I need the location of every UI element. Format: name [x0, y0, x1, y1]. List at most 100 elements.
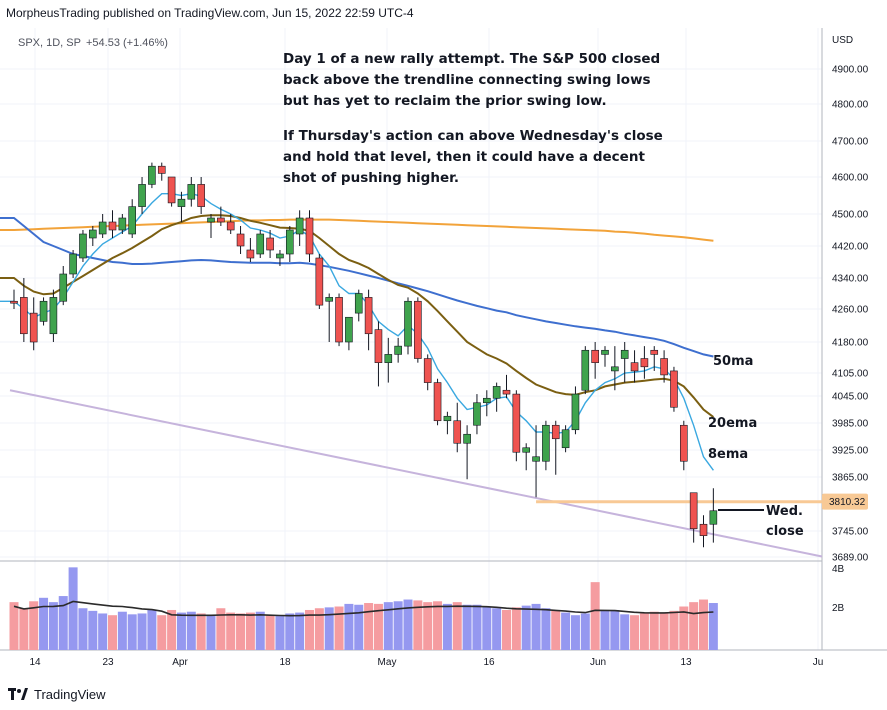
volume-bar [669, 610, 679, 650]
candle [295, 210, 304, 246]
volume-bar [295, 612, 305, 650]
volume-bar [78, 608, 88, 650]
publish-header: MorpheusTrading published on TradingView… [6, 6, 414, 20]
volume-bar [442, 603, 452, 650]
volume-bar [167, 609, 177, 650]
ma50-line [0, 217, 714, 358]
time-tick-label: 13 [680, 657, 692, 668]
volume-bar [176, 612, 186, 650]
candle [79, 230, 87, 262]
candle [89, 226, 97, 246]
volume-bar [630, 615, 640, 650]
time-tick-label: 16 [483, 657, 495, 668]
candle [345, 316, 353, 351]
price-tick-label: 4260.00 [832, 305, 869, 316]
volume-bar [39, 597, 49, 650]
candle [522, 443, 531, 471]
candle [246, 238, 255, 262]
candle [39, 297, 48, 326]
volume-bar [452, 602, 462, 650]
candle [226, 214, 235, 234]
currency-label: USD [832, 35, 853, 46]
volume-bar [137, 613, 147, 650]
candle [630, 350, 639, 383]
candle [492, 382, 501, 412]
candle [354, 289, 363, 322]
volume-bar [68, 567, 78, 650]
price-tick-label: 4180.00 [832, 338, 869, 349]
volume-bar [226, 612, 236, 650]
volume-bar [216, 608, 226, 650]
candle [10, 289, 18, 309]
time-tick-label: Ju [813, 657, 824, 668]
candle [364, 289, 373, 351]
last-price-marker: 3810.32 [822, 493, 868, 510]
candle [660, 350, 668, 383]
volume-bar [127, 614, 137, 650]
label-close: close [766, 524, 804, 539]
annotation-line: but has yet to reclaim the prior swing l… [283, 93, 607, 109]
change-legend: +54.53 (+1.46%) [86, 37, 168, 49]
time-axis-ticks: 14 23 Apr 18 May 16 Jun 13 Ju [29, 657, 823, 668]
candle [709, 488, 718, 543]
price-tick-label: 4700.00 [832, 137, 869, 148]
price-tick-label: 4045.00 [832, 392, 869, 403]
candle [640, 346, 649, 379]
annotation-text: Day 1 of a new rally attempt. The S&P 50… [283, 51, 663, 186]
candle [581, 346, 590, 395]
candle [177, 191, 186, 222]
volume-bar [580, 613, 590, 650]
candle [285, 226, 294, 262]
price-tick-label: 3985.00 [832, 419, 869, 430]
candle [49, 289, 58, 342]
candle [423, 354, 432, 391]
candle [473, 394, 481, 435]
volume-axis-ticks: 4B 2B [832, 564, 845, 614]
volume-bar [502, 609, 511, 650]
candle [453, 402, 462, 453]
time-tick-label: 14 [29, 657, 41, 668]
candle [29, 297, 38, 351]
candle [128, 199, 136, 238]
candle [236, 226, 245, 254]
volume-bar [383, 602, 393, 650]
volume-bar [659, 612, 669, 650]
volume-bar [511, 607, 521, 650]
price-tick-label: 4500.00 [832, 210, 869, 221]
volume-bar [403, 599, 413, 650]
candle [207, 214, 215, 238]
candle [157, 162, 166, 181]
volume-bar [108, 615, 117, 650]
label-wed: Wed. [766, 504, 803, 519]
candle [59, 266, 68, 306]
ema20-line [0, 214, 715, 418]
candle [394, 337, 402, 363]
candle [670, 366, 678, 412]
volume-bar [373, 603, 383, 650]
volume-bar [285, 613, 295, 650]
tradingview-brand: TradingView [34, 686, 106, 702]
candle [197, 177, 205, 214]
candle [443, 411, 452, 435]
annotation-line: shot of pushing higher. [283, 170, 459, 186]
volume-bar [305, 609, 314, 650]
volume-bar [472, 604, 482, 650]
volume-bar [334, 606, 344, 650]
candle [276, 250, 284, 266]
tradingview-footer[interactable]: TradingView [8, 684, 106, 704]
volume-bar [236, 613, 246, 650]
candle [266, 230, 274, 258]
volume-bar [255, 611, 265, 650]
volume-bar [98, 613, 108, 650]
price-tick-label: 3925.00 [832, 446, 869, 457]
candle [542, 420, 550, 471]
label-50ma: 50ma [713, 354, 753, 369]
time-tick-label: Apr [172, 657, 188, 668]
time-tick-label: May [378, 657, 397, 668]
annotation-line: Day 1 of a new rally attempt. The S&P 50… [283, 51, 660, 67]
price-axis-ticks: 4900.00 4800.00 4700.00 4600.00 4500.00 4420.… [832, 65, 869, 564]
volume-bar [492, 608, 502, 650]
volume-bar [344, 603, 354, 650]
volume-bar [9, 602, 19, 650]
